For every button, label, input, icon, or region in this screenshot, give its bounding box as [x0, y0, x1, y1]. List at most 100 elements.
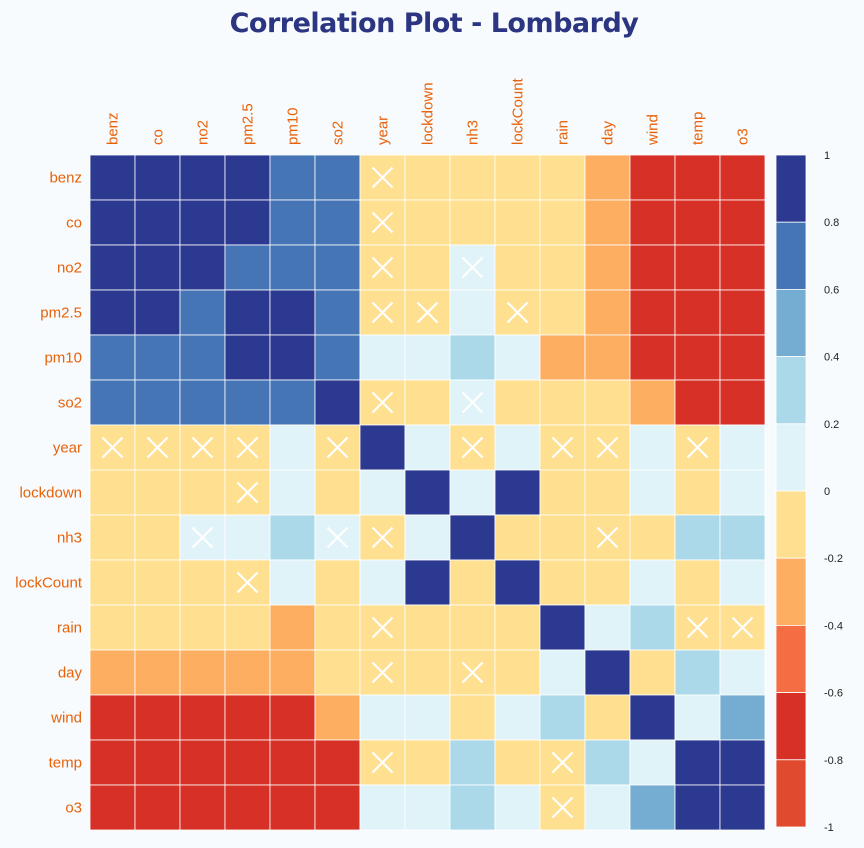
insignificant-cross-temp-year: [371, 751, 394, 774]
insignificant-cross-year-no2: [191, 436, 214, 459]
heatmap-cell-nh3-wind: [629, 514, 676, 561]
heatmap-cell-nh3-benz: [89, 514, 136, 561]
heatmap-cell-pm10-day: [584, 334, 631, 381]
heatmap-cell-o3-so2: [314, 784, 361, 831]
insignificant-cross-no2-year: [371, 256, 394, 279]
heatmap-cell-so2-lockCount: [494, 379, 541, 426]
heatmap-cell-lockCount-rain: [539, 559, 586, 606]
colorbar-segment-0: [775, 154, 807, 223]
heatmap-cell-co-benz: [89, 199, 136, 246]
heatmap-cell-co-o3: [719, 199, 766, 246]
insignificant-cross-nh3-year: [371, 526, 394, 549]
heatmap-cell-no2-o3: [719, 244, 766, 291]
heatmap-cell-year-pm10: [269, 424, 316, 471]
heatmap-cell-rain-day: [584, 604, 631, 651]
heatmap-cell-nh3-rain: [539, 514, 586, 561]
heatmap-cell-wind-benz: [89, 694, 136, 741]
heatmap-cell-nh3-temp: [674, 514, 721, 561]
heatmap-cell-o3-co: [134, 784, 181, 831]
column-label-lockCount: lockCount: [510, 77, 527, 145]
heatmap-cell-temp-co: [134, 739, 181, 786]
heatmap-cell-lockdown-no2: [179, 469, 226, 516]
heatmap-cell-pm10-rain: [539, 334, 586, 381]
heatmap-cell-no2-day: [584, 244, 631, 291]
row-label-o3: o3: [65, 800, 82, 817]
colorbar-segment-9: [775, 759, 807, 828]
heatmap-cell-lockdown-pm10: [269, 469, 316, 516]
column-label-wind: wind: [645, 114, 662, 146]
colorbar-tick--1: -1: [824, 822, 834, 834]
insignificant-cross-pm2.5-year: [371, 301, 394, 324]
colorbar-tick--0.4: -0.4: [824, 620, 843, 632]
heatmap-cell-temp-so2: [314, 739, 361, 786]
row-label-temp: temp: [49, 755, 82, 772]
heatmap-cell-rain-benz: [89, 604, 136, 651]
heatmap-cell-lockdown-rain: [539, 469, 586, 516]
heatmap-cell-day-pm2.5: [224, 649, 271, 696]
colorbar-tick--0.2: -0.2: [824, 553, 843, 565]
heatmap-cell-rain-no2: [179, 604, 226, 651]
heatmap-cell-pm10-o3: [719, 334, 766, 381]
heatmap-cell-no2-co: [134, 244, 181, 291]
heatmap-cell-day-rain: [539, 649, 586, 696]
column-label-rain: rain: [555, 120, 572, 145]
colorbar-segment-4: [775, 423, 807, 492]
heatmap-cell-pm10-so2: [314, 334, 361, 381]
heatmap-cell-pm10-pm10: [269, 334, 316, 381]
insignificant-cross-day-nh3: [461, 661, 484, 684]
heatmap-cell-benz-lockdown: [404, 154, 451, 201]
colorbar-segment-6: [775, 557, 807, 626]
heatmap-cell-nh3-co: [134, 514, 181, 561]
heatmap-cell-day-lockCount: [494, 649, 541, 696]
column-label-co: co: [150, 129, 167, 145]
heatmap-cell-wind-no2: [179, 694, 226, 741]
heatmap-cell-o3-no2: [179, 784, 226, 831]
colorbar-tick-0: 0: [824, 486, 830, 498]
heatmap-cell-o3-wind: [629, 784, 676, 831]
heatmap-cell-lockCount-lockdown: [404, 559, 451, 606]
heatmap-cell-pm2.5-pm10: [269, 289, 316, 336]
heatmap-cell-co-pm2.5: [224, 199, 271, 246]
heatmap-cell-no2-rain: [539, 244, 586, 291]
heatmap-cell-day-lockdown: [404, 649, 451, 696]
heatmap-cell-benz-pm10: [269, 154, 316, 201]
insignificant-cross-lockdown-pm2.5: [236, 481, 259, 504]
heatmap-cell-co-lockdown: [404, 199, 451, 246]
heatmap-cell-no2-lockCount: [494, 244, 541, 291]
heatmap-cell-lockdown-lockdown: [404, 469, 451, 516]
heatmap-cell-o3-benz: [89, 784, 136, 831]
heatmap-cell-temp-wind: [629, 739, 676, 786]
heatmap-cell-pm10-lockdown: [404, 334, 451, 381]
column-label-year: year: [375, 116, 392, 145]
insignificant-cross-rain-year: [371, 616, 394, 639]
heatmap-cell-day-temp: [674, 649, 721, 696]
heatmap-cell-o3-o3: [719, 784, 766, 831]
insignificant-cross-lockCount-pm2.5: [236, 571, 259, 594]
heatmap-cell-benz-benz: [89, 154, 136, 201]
heatmap-cell-benz-day: [584, 154, 631, 201]
heatmap-cell-no2-pm2.5: [224, 244, 271, 291]
heatmap-cell-wind-lockCount: [494, 694, 541, 741]
row-label-day: day: [58, 665, 83, 682]
heatmap-cell-benz-pm2.5: [224, 154, 271, 201]
heatmap-cell-nh3-pm10: [269, 514, 316, 561]
heatmap-cell-o3-day: [584, 784, 631, 831]
heatmap-cell-nh3-lockdown: [404, 514, 451, 561]
heatmap-cell-no2-no2: [179, 244, 226, 291]
heatmap-cell-year-year: [359, 424, 406, 471]
heatmap-cell-year-o3: [719, 424, 766, 471]
heatmap-cell-pm10-no2: [179, 334, 226, 381]
heatmap-cell-rain-pm2.5: [224, 604, 271, 651]
heatmap-cell-lockCount-nh3: [449, 559, 496, 606]
row-label-benz: benz: [49, 170, 82, 187]
heatmap-cell-nh3-pm2.5: [224, 514, 271, 561]
heatmap-cell-day-benz: [89, 649, 136, 696]
heatmap-cell-temp-lockCount: [494, 739, 541, 786]
heatmap-cell-lockdown-day: [584, 469, 631, 516]
heatmap-cell-co-so2: [314, 199, 361, 246]
heatmap-cell-so2-temp: [674, 379, 721, 426]
heatmap-cell-rain-co: [134, 604, 181, 651]
heatmap-cell-rain-so2: [314, 604, 361, 651]
heatmap-cell-day-so2: [314, 649, 361, 696]
insignificant-cross-year-rain: [551, 436, 574, 459]
